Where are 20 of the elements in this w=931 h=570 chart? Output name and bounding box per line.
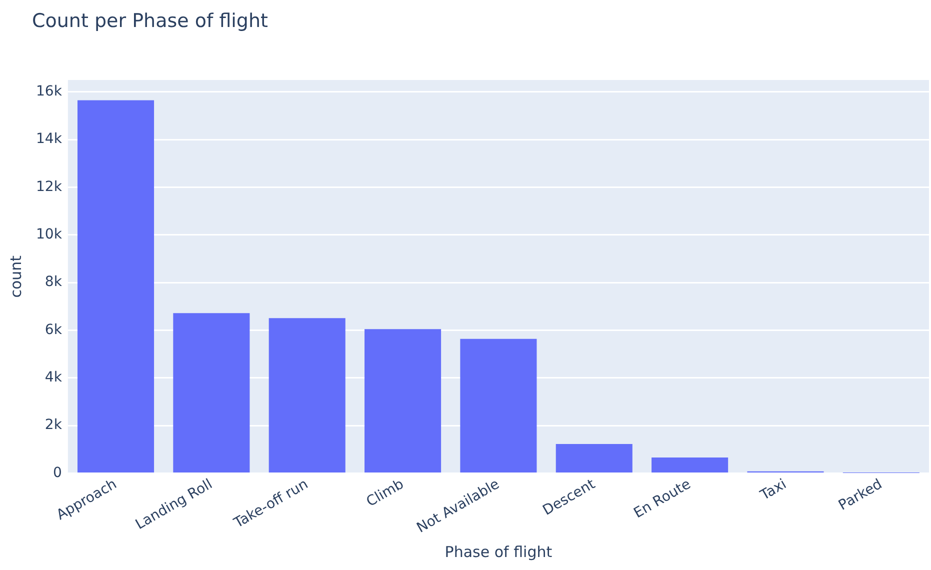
x-tick-label: Taxi [757,476,790,504]
y-tick-label: 2k [44,417,63,434]
bar [460,338,537,473]
y-tick-label: 16k [36,84,63,100]
bar [556,444,632,473]
chart-title: Count per Phase of flight [32,10,268,32]
bar [652,458,728,473]
x-axis-title: Phase of flight [444,542,552,561]
y-tick-label: 10k [36,226,63,243]
y-tick-label: 4k [44,370,63,386]
y-tick-label: 12k [36,178,63,195]
y-tick-label: 8k [44,274,63,290]
y-tick-label: 6k [44,322,63,338]
bar [268,318,346,473]
y-tick-label: 14k [36,131,63,148]
bar [77,100,154,473]
bar [173,313,250,473]
y-tick-label: 0 [53,464,62,481]
bar [364,329,442,473]
y-axis-title: count [6,255,25,298]
